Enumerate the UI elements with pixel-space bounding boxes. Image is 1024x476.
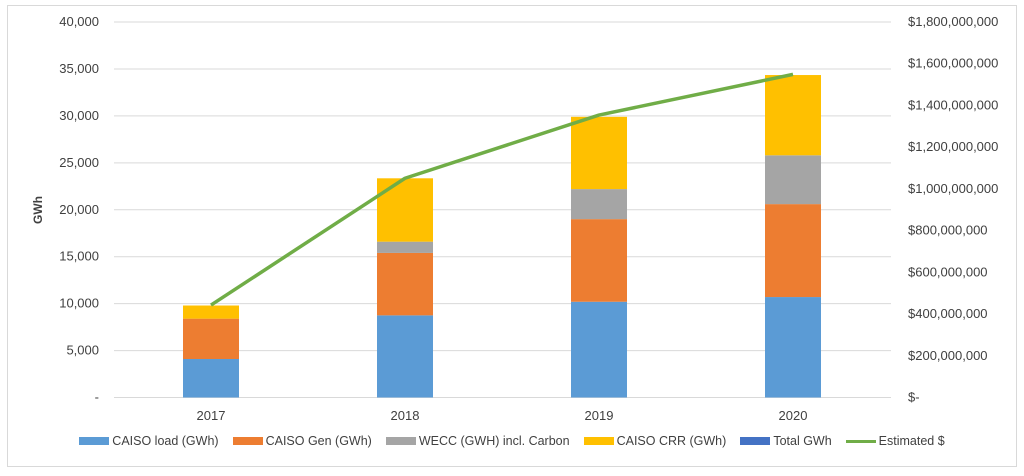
bar-wecc-gwh-incl-carbon [377, 241, 433, 253]
y-tick-label: 20,000 [59, 202, 99, 217]
legend-item: CAISO load (GWh) [79, 434, 219, 448]
bar-caiso-crr-gwh [377, 178, 433, 242]
x-tick-label: 2019 [585, 408, 614, 423]
y2-tick-label: $600,000,000 [908, 264, 988, 279]
y2-tick-label: $1,000,000,000 [908, 181, 998, 196]
y2-tick-label: $- [908, 390, 920, 405]
legend-item: Estimated $ [845, 434, 945, 448]
bar-caiso-gen-gwh [765, 204, 821, 298]
x-tick-label: 2017 [197, 408, 226, 423]
legend-item: CAISO CRR (GWh) [583, 434, 727, 448]
chart-frame [7, 5, 1017, 467]
bar-caiso-load-gwh [765, 297, 821, 398]
legend-label: CAISO load (GWh) [112, 434, 219, 448]
bar-caiso-load-gwh [377, 315, 433, 398]
y-tick-label: 15,000 [59, 249, 99, 264]
bar-caiso-load-gwh [183, 359, 239, 398]
y-axis-title: GWh [31, 196, 45, 224]
y2-tick-label: $1,400,000,000 [908, 97, 998, 112]
y-tick-label: 10,000 [59, 296, 99, 311]
y-tick-label: 35,000 [59, 61, 99, 76]
y2-tick-label: $1,200,000,000 [908, 139, 998, 154]
legend-swatch [845, 439, 876, 443]
y2-tick-label: $1,600,000,000 [908, 56, 998, 71]
y-tick-label: 5,000 [66, 343, 99, 358]
legend-swatch [740, 437, 771, 445]
x-tick-label: 2018 [391, 408, 420, 423]
x-tick-label: 2020 [779, 408, 808, 423]
bar-caiso-gen-gwh [377, 252, 433, 316]
y2-tick-label: $1,800,000,000 [908, 14, 998, 29]
bar-wecc-gwh-incl-carbon [571, 189, 627, 220]
y2-tick-label: $200,000,000 [908, 348, 988, 363]
legend-swatch [583, 437, 614, 445]
y-tick-label: 30,000 [59, 108, 99, 123]
bar-wecc-gwh-incl-carbon [765, 155, 821, 205]
bar-caiso-crr-gwh [765, 75, 821, 156]
legend-label: Total GWh [773, 434, 832, 448]
legend-swatch [385, 437, 416, 445]
legend: CAISO load (GWh) CAISO Gen (GWh) WECC (GWH… [0, 434, 1024, 448]
legend-label: CAISO CRR (GWh) [616, 434, 727, 448]
y2-tick-label: $400,000,000 [908, 306, 988, 321]
y2-tick-label: $800,000,000 [908, 223, 988, 238]
y-tick-label: 40,000 [59, 14, 99, 29]
bar-caiso-crr-gwh [571, 116, 627, 190]
line-estimated-dollars [210, 72, 794, 307]
bar-caiso-crr-gwh [183, 305, 239, 319]
chart: - 5,000 10,000 15,000 20,000 25,000 30,000 35,0… [31, 14, 998, 423]
legend-swatch [232, 437, 263, 445]
legend-label: CAISO Gen (GWh) [265, 434, 372, 448]
y-tick-label: - [95, 390, 99, 405]
legend-item: WECC (GWH) incl. Carbon [385, 434, 570, 448]
legend-label: Estimated $ [878, 434, 945, 448]
y-tick-label: 25,000 [59, 155, 99, 170]
legend-item: CAISO Gen (GWh) [232, 434, 372, 448]
bar-caiso-gen-gwh [183, 318, 239, 360]
bar-caiso-gen-gwh [571, 219, 627, 302]
bar-caiso-load-gwh [571, 301, 627, 398]
legend-item: Total GWh [740, 434, 832, 448]
legend-swatch [79, 437, 110, 445]
legend-label: WECC (GWH) incl. Carbon [418, 434, 570, 448]
